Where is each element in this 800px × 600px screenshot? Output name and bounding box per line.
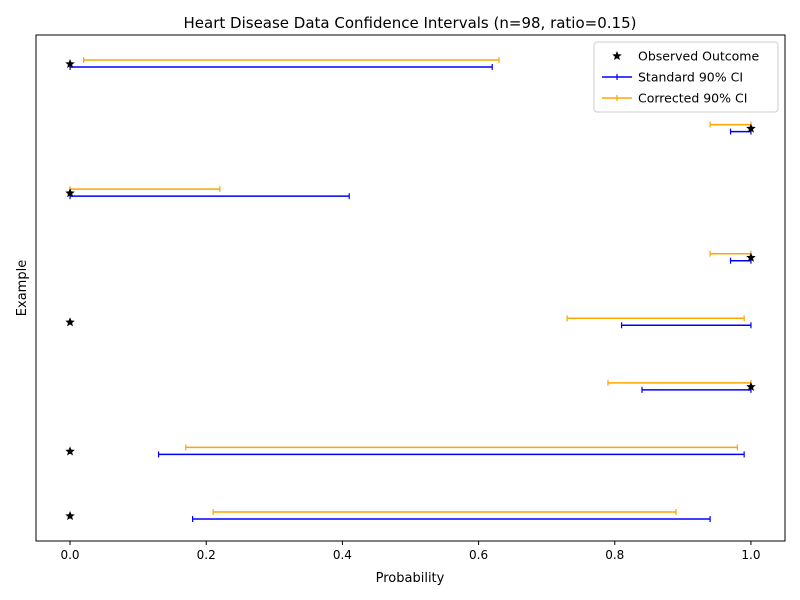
chart-series [65,57,756,522]
x-tick-label: 1.0 [741,548,760,562]
legend-item: Corrected 90% CI [602,91,747,106]
x-tick-label: 0.0 [60,548,79,562]
example-8 [65,509,711,522]
y-axis-label: Example [15,260,30,316]
observed-outcome-marker [746,123,756,133]
observed-outcome-marker [65,511,75,521]
example-4 [709,250,756,264]
observed-outcome-marker [65,446,75,456]
legend-label: Standard 90% CI [638,70,743,85]
plot-area [35,34,786,542]
observed-outcome-marker [746,381,756,391]
x-axis-ticks: 0.0 0.2 0.4 0.6 0.8 1.0 [60,541,761,562]
example-7 [65,444,745,458]
observed-outcome-marker [65,317,75,327]
chart-title: Heart Disease Data Confidence Intervals … [184,14,637,32]
x-axis-label: Probability [376,571,445,586]
legend-label: Corrected 90% CI [638,91,747,106]
legend-star-icon [612,51,622,61]
example-5 [65,315,752,329]
legend-item: Observed Outcome [612,49,759,64]
x-tick-label: 0.8 [605,548,624,562]
legend-item: Standard 90% CI [602,70,743,85]
x-tick-label: 0.4 [333,548,352,562]
example-3 [65,186,350,200]
x-tick-label: 0.2 [197,548,216,562]
example-1 [65,57,500,70]
example-6 [607,379,756,393]
x-tick-label: 0.6 [469,548,488,562]
example-2 [709,121,756,135]
legend-label: Observed Outcome [638,49,759,64]
observed-outcome-marker [65,188,75,198]
legend-box [593,41,779,113]
observed-outcome-marker [65,59,75,69]
legend: Observed Outcome Standard 90% CI Corrected… [593,41,779,113]
observed-outcome-marker [746,252,756,262]
